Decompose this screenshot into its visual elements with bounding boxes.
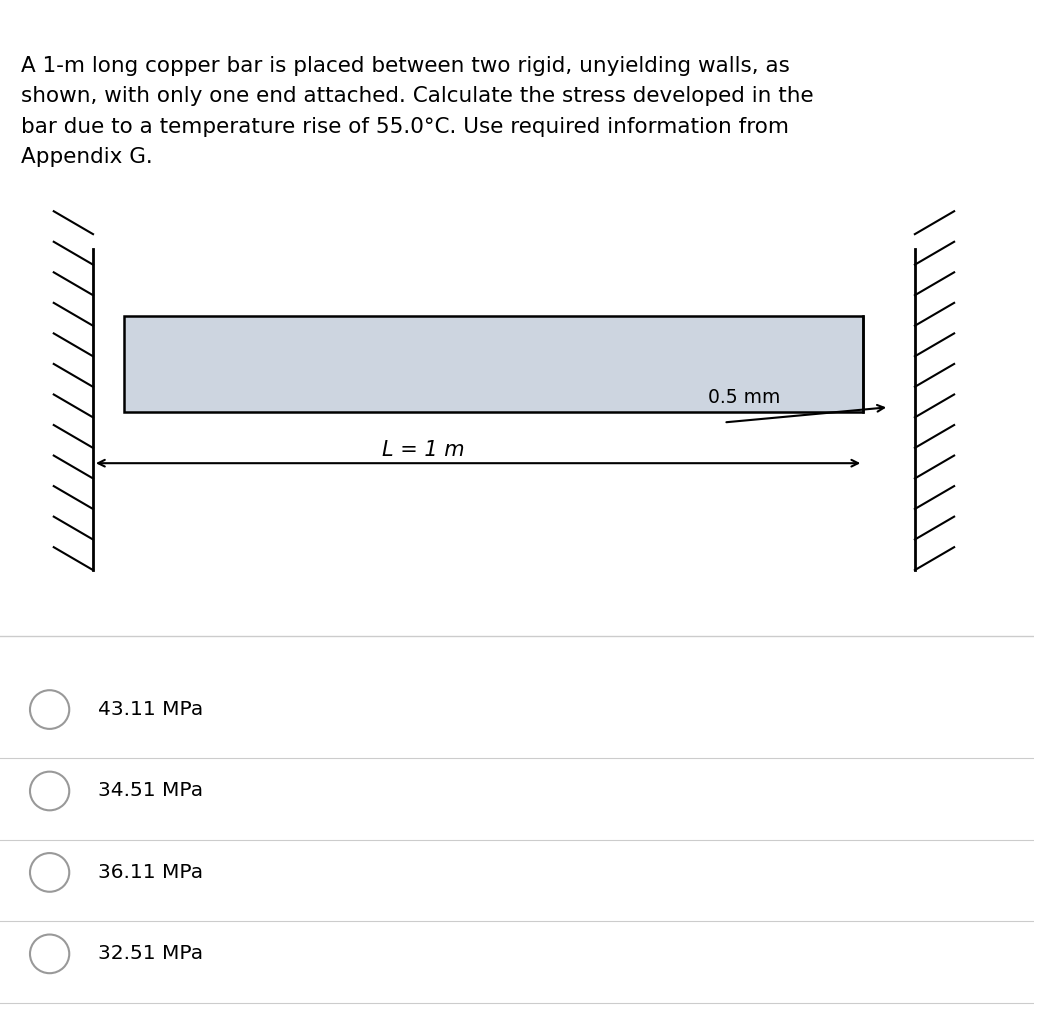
- Bar: [125, 316, 864, 412]
- Text: L = 1 m: L = 1 m: [382, 440, 465, 460]
- Text: 32.51 MPa: 32.51 MPa: [99, 945, 203, 963]
- Text: A 1-m long copper bar is placed between two rigid, unyielding walls, as
shown, w: A 1-m long copper bar is placed between …: [21, 56, 814, 167]
- Text: 43.11 MPa: 43.11 MPa: [99, 700, 203, 719]
- Text: 34.51 MPa: 34.51 MPa: [99, 782, 203, 800]
- Text: 0.5 mm: 0.5 mm: [708, 388, 781, 407]
- Text: 36.11 MPa: 36.11 MPa: [99, 863, 203, 882]
